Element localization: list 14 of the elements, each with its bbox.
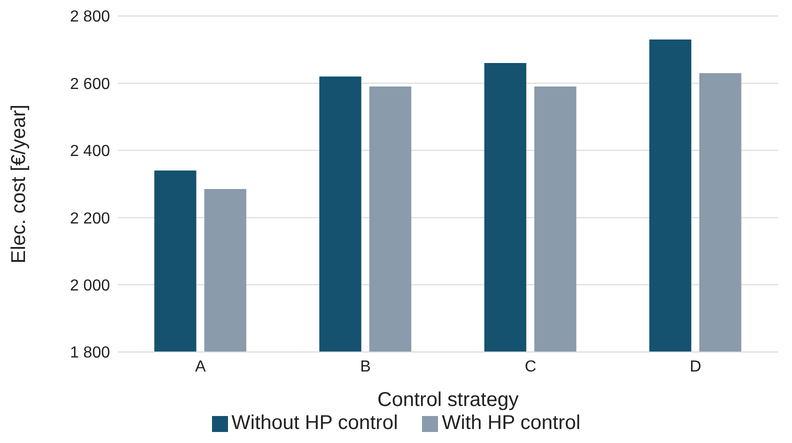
x-tick-label: B — [360, 358, 371, 376]
y-tick-label: 2 000 — [70, 277, 110, 294]
x-tick-label: C — [524, 358, 536, 376]
legend-label: With HP control — [442, 412, 580, 434]
y-tick-label: 1 800 — [70, 344, 110, 362]
y-tick-label: 2 200 — [70, 210, 110, 228]
x-tick-label: A — [195, 358, 206, 376]
x-axis-title: Control strategy — [377, 389, 519, 411]
y-axis-title: Elec. cost [€/year] — [8, 104, 30, 264]
y-tick-label: 2 800 — [70, 8, 110, 26]
y-tick-label: 2 600 — [70, 76, 110, 93]
y-tick-label: 2 400 — [70, 143, 110, 160]
x-tick-label: D — [690, 358, 702, 376]
legend-label: Without HP control — [232, 412, 398, 434]
